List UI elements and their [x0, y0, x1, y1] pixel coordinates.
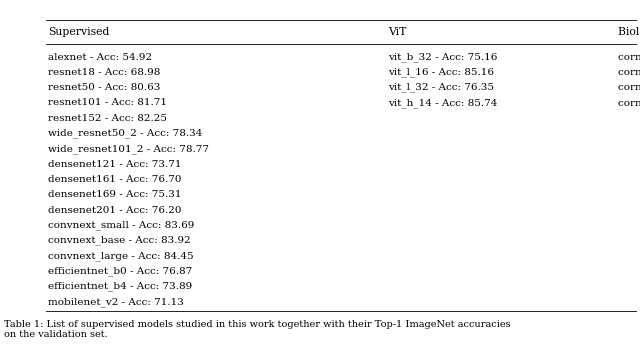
Text: resnet18 - Acc: 68.98: resnet18 - Acc: 68.98 [48, 68, 161, 77]
Text: convnext_large - Acc: 84.45: convnext_large - Acc: 84.45 [48, 251, 194, 261]
Text: densenet169 - Acc: 75.31: densenet169 - Acc: 75.31 [48, 190, 182, 199]
Text: mobilenet_v2 - Acc: 71.13: mobilenet_v2 - Acc: 71.13 [48, 297, 184, 307]
Text: cornet_rt - Acc: 53.72: cornet_rt - Acc: 53.72 [618, 98, 640, 108]
Text: convnext_base - Acc: 83.92: convnext_base - Acc: 83.92 [48, 236, 191, 245]
Text: wide_resnet101_2 - Acc: 78.77: wide_resnet101_2 - Acc: 78.77 [48, 144, 209, 153]
Text: densenet121 - Acc: 73.71: densenet121 - Acc: 73.71 [48, 160, 182, 169]
Text: resnet101 - Acc: 81.71: resnet101 - Acc: 81.71 [48, 98, 167, 108]
Text: cornet_s - Acc: 72.51: cornet_s - Acc: 72.51 [618, 52, 640, 62]
Text: convnext_small - Acc: 83.69: convnext_small - Acc: 83.69 [48, 220, 195, 230]
Text: Supervised: Supervised [48, 27, 109, 37]
Text: ViT: ViT [388, 27, 406, 37]
Text: Table 1: List of supervised models studied in this work together with their Top-: Table 1: List of supervised models studi… [4, 320, 511, 340]
Text: wide_resnet50_2 - Acc: 78.34: wide_resnet50_2 - Acc: 78.34 [48, 129, 202, 138]
Text: densenet161 - Acc: 76.70: densenet161 - Acc: 76.70 [48, 175, 182, 184]
Text: densenet201 - Acc: 76.20: densenet201 - Acc: 76.20 [48, 206, 182, 215]
Text: vit_h_14 - Acc: 85.74: vit_h_14 - Acc: 85.74 [388, 98, 497, 108]
Text: vit_b_32 - Acc: 75.16: vit_b_32 - Acc: 75.16 [388, 52, 497, 62]
Text: alexnet - Acc: 54.92: alexnet - Acc: 54.92 [48, 52, 152, 62]
Text: resnet152 - Acc: 82.25: resnet152 - Acc: 82.25 [48, 114, 167, 123]
Text: Biologically Inspired: Biologically Inspired [618, 27, 640, 37]
Text: efficientnet_b4 - Acc: 73.89: efficientnet_b4 - Acc: 73.89 [48, 282, 192, 291]
Text: cornet_r - Acc: 53.92: cornet_r - Acc: 53.92 [618, 67, 640, 77]
Text: efficientnet_b0 - Acc: 76.87: efficientnet_b0 - Acc: 76.87 [48, 266, 192, 276]
Text: cornet_z - Acc: 45.67: cornet_z - Acc: 45.67 [618, 83, 640, 92]
Text: resnet50 - Acc: 80.63: resnet50 - Acc: 80.63 [48, 83, 161, 92]
Text: vit_l_16 - Acc: 85.16: vit_l_16 - Acc: 85.16 [388, 67, 494, 77]
Text: vit_l_32 - Acc: 76.35: vit_l_32 - Acc: 76.35 [388, 83, 494, 92]
